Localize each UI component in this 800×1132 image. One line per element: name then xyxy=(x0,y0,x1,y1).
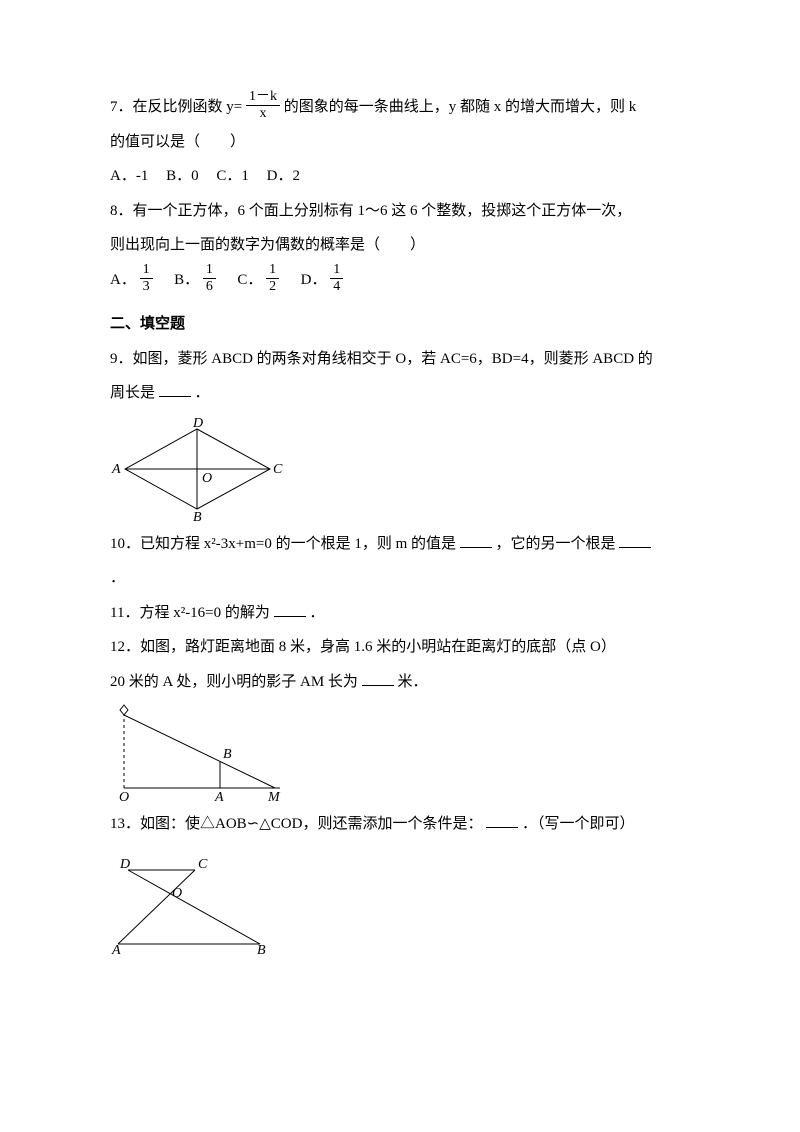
q7-opt-d: D．2 xyxy=(267,159,300,194)
q12-label-B: B xyxy=(223,747,232,762)
section-2-title: 二、填空题 xyxy=(110,307,700,342)
q12-blank xyxy=(362,670,394,686)
q9-label-C: C xyxy=(273,462,283,477)
q12-line1: 12．如图，路灯距离地面 8 米，身高 1.6 米的小明站在距离灯的底部（点 O… xyxy=(110,630,700,665)
q8-options: A． 1 3 B． 1 6 C． 1 2 D． 1 4 xyxy=(110,263,700,298)
q10-blank1 xyxy=(460,532,492,548)
q7-prefix: 7．在反比例函数 y= xyxy=(110,99,242,115)
q9-label-B: B xyxy=(193,510,202,523)
q10-line: 10．已知方程 x²-3x+m=0 的一个根是 1，则 m 的值是 ，它的另一个… xyxy=(110,527,700,562)
q7-opt-c: C．1 xyxy=(216,159,249,194)
q9-blank xyxy=(159,381,191,397)
q10-end: ． xyxy=(110,561,700,596)
q7-fraction: 1－k x xyxy=(246,90,280,121)
q7-frac-den: x xyxy=(246,106,280,121)
q11-post: ． xyxy=(309,605,324,621)
q12-label-O: O xyxy=(119,790,129,803)
q12-figure: O A M B xyxy=(110,703,700,803)
page: 7．在反比例函数 y= 1－k x 的图象的每一条曲线上，y 都随 x 的增大而… xyxy=(0,0,800,1132)
q7-frac-num: 1－k xyxy=(246,90,280,106)
q8-opt-c-frac: 1 2 xyxy=(266,263,279,294)
q13-line: 13．如图：使△AOB∽△COD，则还需添加一个条件是： ．（写一个即可） xyxy=(110,807,700,842)
q9-label-A: A xyxy=(111,462,121,477)
q9-label-D: D xyxy=(192,416,203,431)
q11-blank xyxy=(274,601,306,617)
q12-label-A: A xyxy=(214,790,224,803)
q10-mid: ，它的另一个根是 xyxy=(496,536,616,552)
q13-label-B: B xyxy=(257,943,266,957)
q13-blank xyxy=(486,812,518,828)
q8-opt-b-pre: B． xyxy=(174,263,199,298)
q7-after-frac: 的图象的每一条曲线上，y 都随 x 的增大而增大，则 k xyxy=(284,99,637,115)
q13-pre: 13．如图：使△AOB∽△COD，则还需添加一个条件是： xyxy=(110,816,482,832)
q8-opt-d-pre: D． xyxy=(301,263,327,298)
q11-line: 11．方程 x²-16=0 的解为 ． xyxy=(110,596,700,631)
q9-line1: 9．如图，菱形 ABCD 的两条对角线相交于 O，若 AC=6，BD=4，则菱形… xyxy=(110,342,700,377)
q9-line2: 周长是 ． xyxy=(110,376,700,411)
q13-post: ．（写一个即可） xyxy=(522,816,635,832)
q8-line1: 8．有一个正方体，6 个面上分别标有 1～6 这 6 个整数，投掷这个正方体一次… xyxy=(110,194,700,229)
q11-pre: 11．方程 x²-16=0 的解为 xyxy=(110,605,270,621)
q7-opt-a: A．-1 xyxy=(110,159,148,194)
q12-line2: 20 米的 A 处，则小明的影子 AM 长为 米． xyxy=(110,665,700,700)
q7-options: A．-1 B．0 C．1 D．2 xyxy=(110,159,700,194)
q13-label-C: C xyxy=(198,857,208,872)
q13-label-A: A xyxy=(111,943,121,957)
q8-opt-d-frac: 1 4 xyxy=(330,263,343,294)
q8-line2: 则出现向上一面的数字为偶数的概率是（ ） xyxy=(110,228,700,263)
q9-line2-post: ． xyxy=(195,385,210,401)
q10-blank2 xyxy=(619,532,651,548)
q13-figure: D C O A B xyxy=(110,852,700,957)
q9-line2-pre: 周长是 xyxy=(110,385,155,401)
q7-line1: 7．在反比例函数 y= 1－k x 的图象的每一条曲线上，y 都随 x 的增大而… xyxy=(110,90,700,125)
q8-opt-c-pre: C． xyxy=(237,263,262,298)
q12-line2-post: 米． xyxy=(397,674,427,690)
q7-line2: 的值可以是（ ） xyxy=(110,125,700,160)
q13-label-D: D xyxy=(119,857,130,872)
q12-label-M: M xyxy=(267,790,281,803)
q7-opt-b: B．0 xyxy=(166,159,199,194)
q8-opt-a-pre: A． xyxy=(110,263,136,298)
q9-figure: A C D B O xyxy=(110,415,700,523)
q8-opt-a-frac: 1 3 xyxy=(140,263,153,294)
q9-label-O: O xyxy=(202,471,212,486)
q10-pre: 10．已知方程 x²-3x+m=0 的一个根是 1，则 m 的值是 xyxy=(110,536,456,552)
q13-label-O: O xyxy=(172,886,182,901)
q8-opt-b-frac: 1 6 xyxy=(203,263,216,294)
q12-line2-pre: 20 米的 A 处，则小明的影子 AM 长为 xyxy=(110,674,358,690)
